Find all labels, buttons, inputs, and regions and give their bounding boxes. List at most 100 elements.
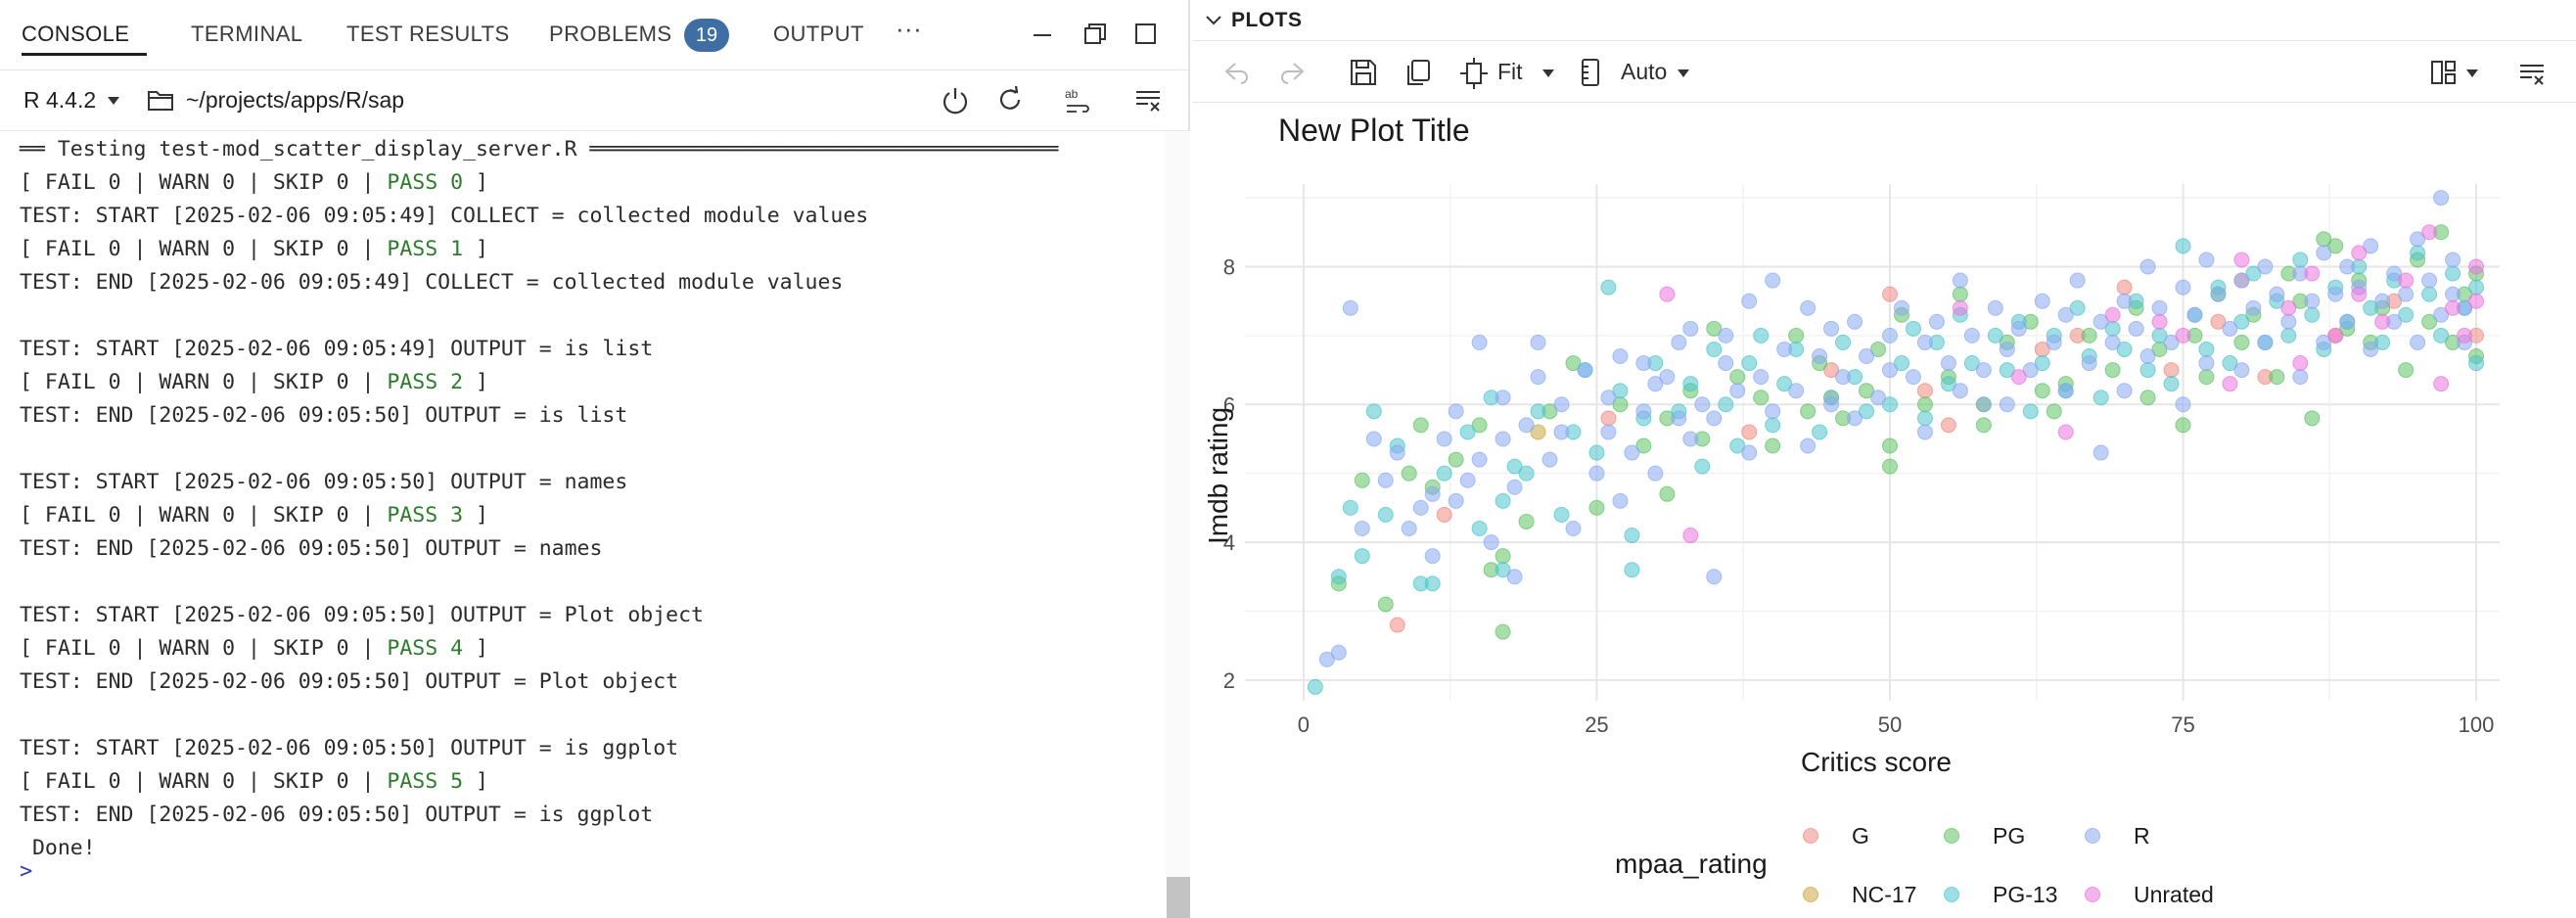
svg-text:ab: ab — [1065, 87, 1079, 101]
layout-icon[interactable] — [2429, 58, 2459, 87]
y-tick-label: 2 — [1223, 668, 1235, 693]
data-point — [1682, 376, 1699, 392]
data-point — [1495, 623, 1511, 640]
console-line: TEST: START [2025-02-06 09:05:50] OUTPUT… — [20, 470, 628, 494]
console-line: TEST: END [2025-02-06 09:05:50] OUTPUT =… — [20, 803, 654, 827]
data-point — [1765, 417, 1781, 434]
data-point — [1788, 327, 1805, 344]
data-point — [2339, 313, 2356, 330]
word-wrap-icon[interactable]: ab — [1063, 84, 1094, 115]
console-toolbar: R 4.4.2 ~/projects/apps/R/sap ab — [0, 70, 1190, 131]
data-point — [2421, 224, 2438, 241]
restart-icon[interactable] — [994, 84, 1026, 115]
data-point — [1459, 472, 1476, 488]
data-point — [1706, 410, 1723, 427]
legend-key — [2085, 887, 2100, 902]
copy-icon[interactable] — [1403, 58, 1433, 87]
data-point — [1881, 396, 1898, 413]
console-scrollbar[interactable] — [1165, 131, 1190, 918]
data-point — [1905, 369, 1921, 386]
legend-key — [1803, 828, 1818, 844]
data-point — [2210, 313, 2227, 330]
data-point — [2116, 341, 2133, 357]
data-point — [1530, 369, 1546, 386]
data-point — [1869, 390, 1886, 406]
legend-label: PG — [1993, 823, 2025, 849]
chevron-down-icon[interactable] — [1204, 12, 1223, 29]
data-point — [1823, 396, 1840, 413]
data-point — [2398, 272, 2415, 289]
data-point — [2233, 272, 2250, 289]
chevron-down-icon[interactable] — [108, 97, 119, 105]
minimize-icon[interactable] — [1028, 20, 1057, 49]
forward-arrow-icon[interactable] — [1276, 58, 1308, 85]
console-scrollbar-thumb[interactable] — [1167, 877, 1190, 918]
data-point — [1718, 396, 1734, 413]
console-line: TEST: END [2025-02-06 09:05:50] OUTPUT =… — [20, 669, 679, 694]
data-point — [2316, 334, 2332, 350]
data-point — [2339, 258, 2356, 275]
plots-header[interactable]: PLOTS — [1192, 0, 2576, 41]
data-point — [2163, 362, 2180, 379]
clear-plots-icon[interactable] — [2517, 58, 2549, 89]
data-point — [2445, 252, 2461, 268]
y-tick-label: 6 — [1223, 392, 1235, 417]
data-point — [1307, 678, 1323, 695]
more-actions-icon[interactable]: ··· — [896, 14, 923, 43]
data-point — [2046, 334, 2062, 350]
power-icon[interactable] — [940, 84, 971, 115]
data-point — [2280, 299, 2297, 316]
data-point — [1659, 369, 1676, 386]
back-arrow-icon[interactable] — [1221, 58, 1253, 85]
data-point — [2386, 265, 2403, 282]
fit-size-icon[interactable] — [1458, 58, 1490, 89]
data-point — [1999, 341, 2015, 357]
console-prompt[interactable]: > — [20, 859, 33, 884]
clear-console-icon[interactable] — [1133, 84, 1165, 115]
data-point — [2233, 334, 2250, 350]
r-version-selector[interactable]: R 4.4.2 — [23, 87, 97, 113]
data-point — [2198, 341, 2215, 357]
tab-terminal[interactable]: TERMINAL — [191, 22, 303, 46]
y-tick-label: 8 — [1223, 254, 1235, 279]
data-point — [1588, 499, 1605, 516]
fit-selector-label[interactable]: Fit — [1497, 59, 1523, 84]
restore-icon[interactable] — [1081, 20, 1110, 49]
auto-selector-label[interactable]: Auto — [1621, 59, 1668, 84]
console-output[interactable]: ══ Testing test-mod_scatter_display_serv… — [0, 131, 1165, 918]
x-tick-label: 50 — [1878, 712, 1902, 737]
data-point — [1588, 444, 1605, 461]
tab-problems[interactable]: PROBLEMS — [549, 22, 672, 46]
data-point — [1812, 424, 1828, 440]
data-point — [1706, 341, 1723, 357]
legend-title: mpaa_rating — [1615, 849, 1768, 879]
plot-viewer[interactable]: 0 25 50 75 100 2 4 6 8 New Plot Title Critics scor… — [1192, 104, 2576, 918]
working-directory-path[interactable]: ~/projects/apps/R/sap — [186, 87, 405, 113]
tab-output[interactable]: OUTPUT — [773, 22, 864, 46]
data-point — [2057, 383, 2074, 399]
data-point — [2292, 369, 2309, 386]
maximize-icon[interactable] — [1131, 20, 1161, 49]
chevron-down-icon[interactable] — [1678, 69, 1689, 77]
data-point — [1377, 506, 1394, 523]
data-point — [1753, 369, 1770, 386]
chevron-down-icon[interactable] — [1542, 69, 1554, 77]
tab-console[interactable]: CONSOLE — [22, 22, 130, 46]
data-point — [1940, 355, 1956, 372]
data-point — [1600, 390, 1617, 406]
data-point — [1952, 286, 1968, 302]
chevron-down-icon[interactable] — [2466, 69, 2478, 77]
save-icon[interactable] — [1349, 58, 1378, 87]
y-axis-label: Imdb rating — [1203, 407, 1233, 544]
sizing-policy-icon[interactable] — [1578, 58, 1605, 89]
data-point — [2034, 355, 2050, 372]
data-point — [2457, 327, 2473, 344]
data-point — [1694, 458, 1711, 475]
tab-test-results[interactable]: TEST RESULTS — [346, 22, 510, 46]
data-point — [2081, 327, 2097, 344]
data-point — [1800, 299, 1817, 316]
data-point — [2374, 313, 2391, 330]
pass-count: PASS 1 — [387, 237, 464, 261]
data-point — [2069, 272, 2086, 289]
data-point — [1916, 334, 1933, 350]
